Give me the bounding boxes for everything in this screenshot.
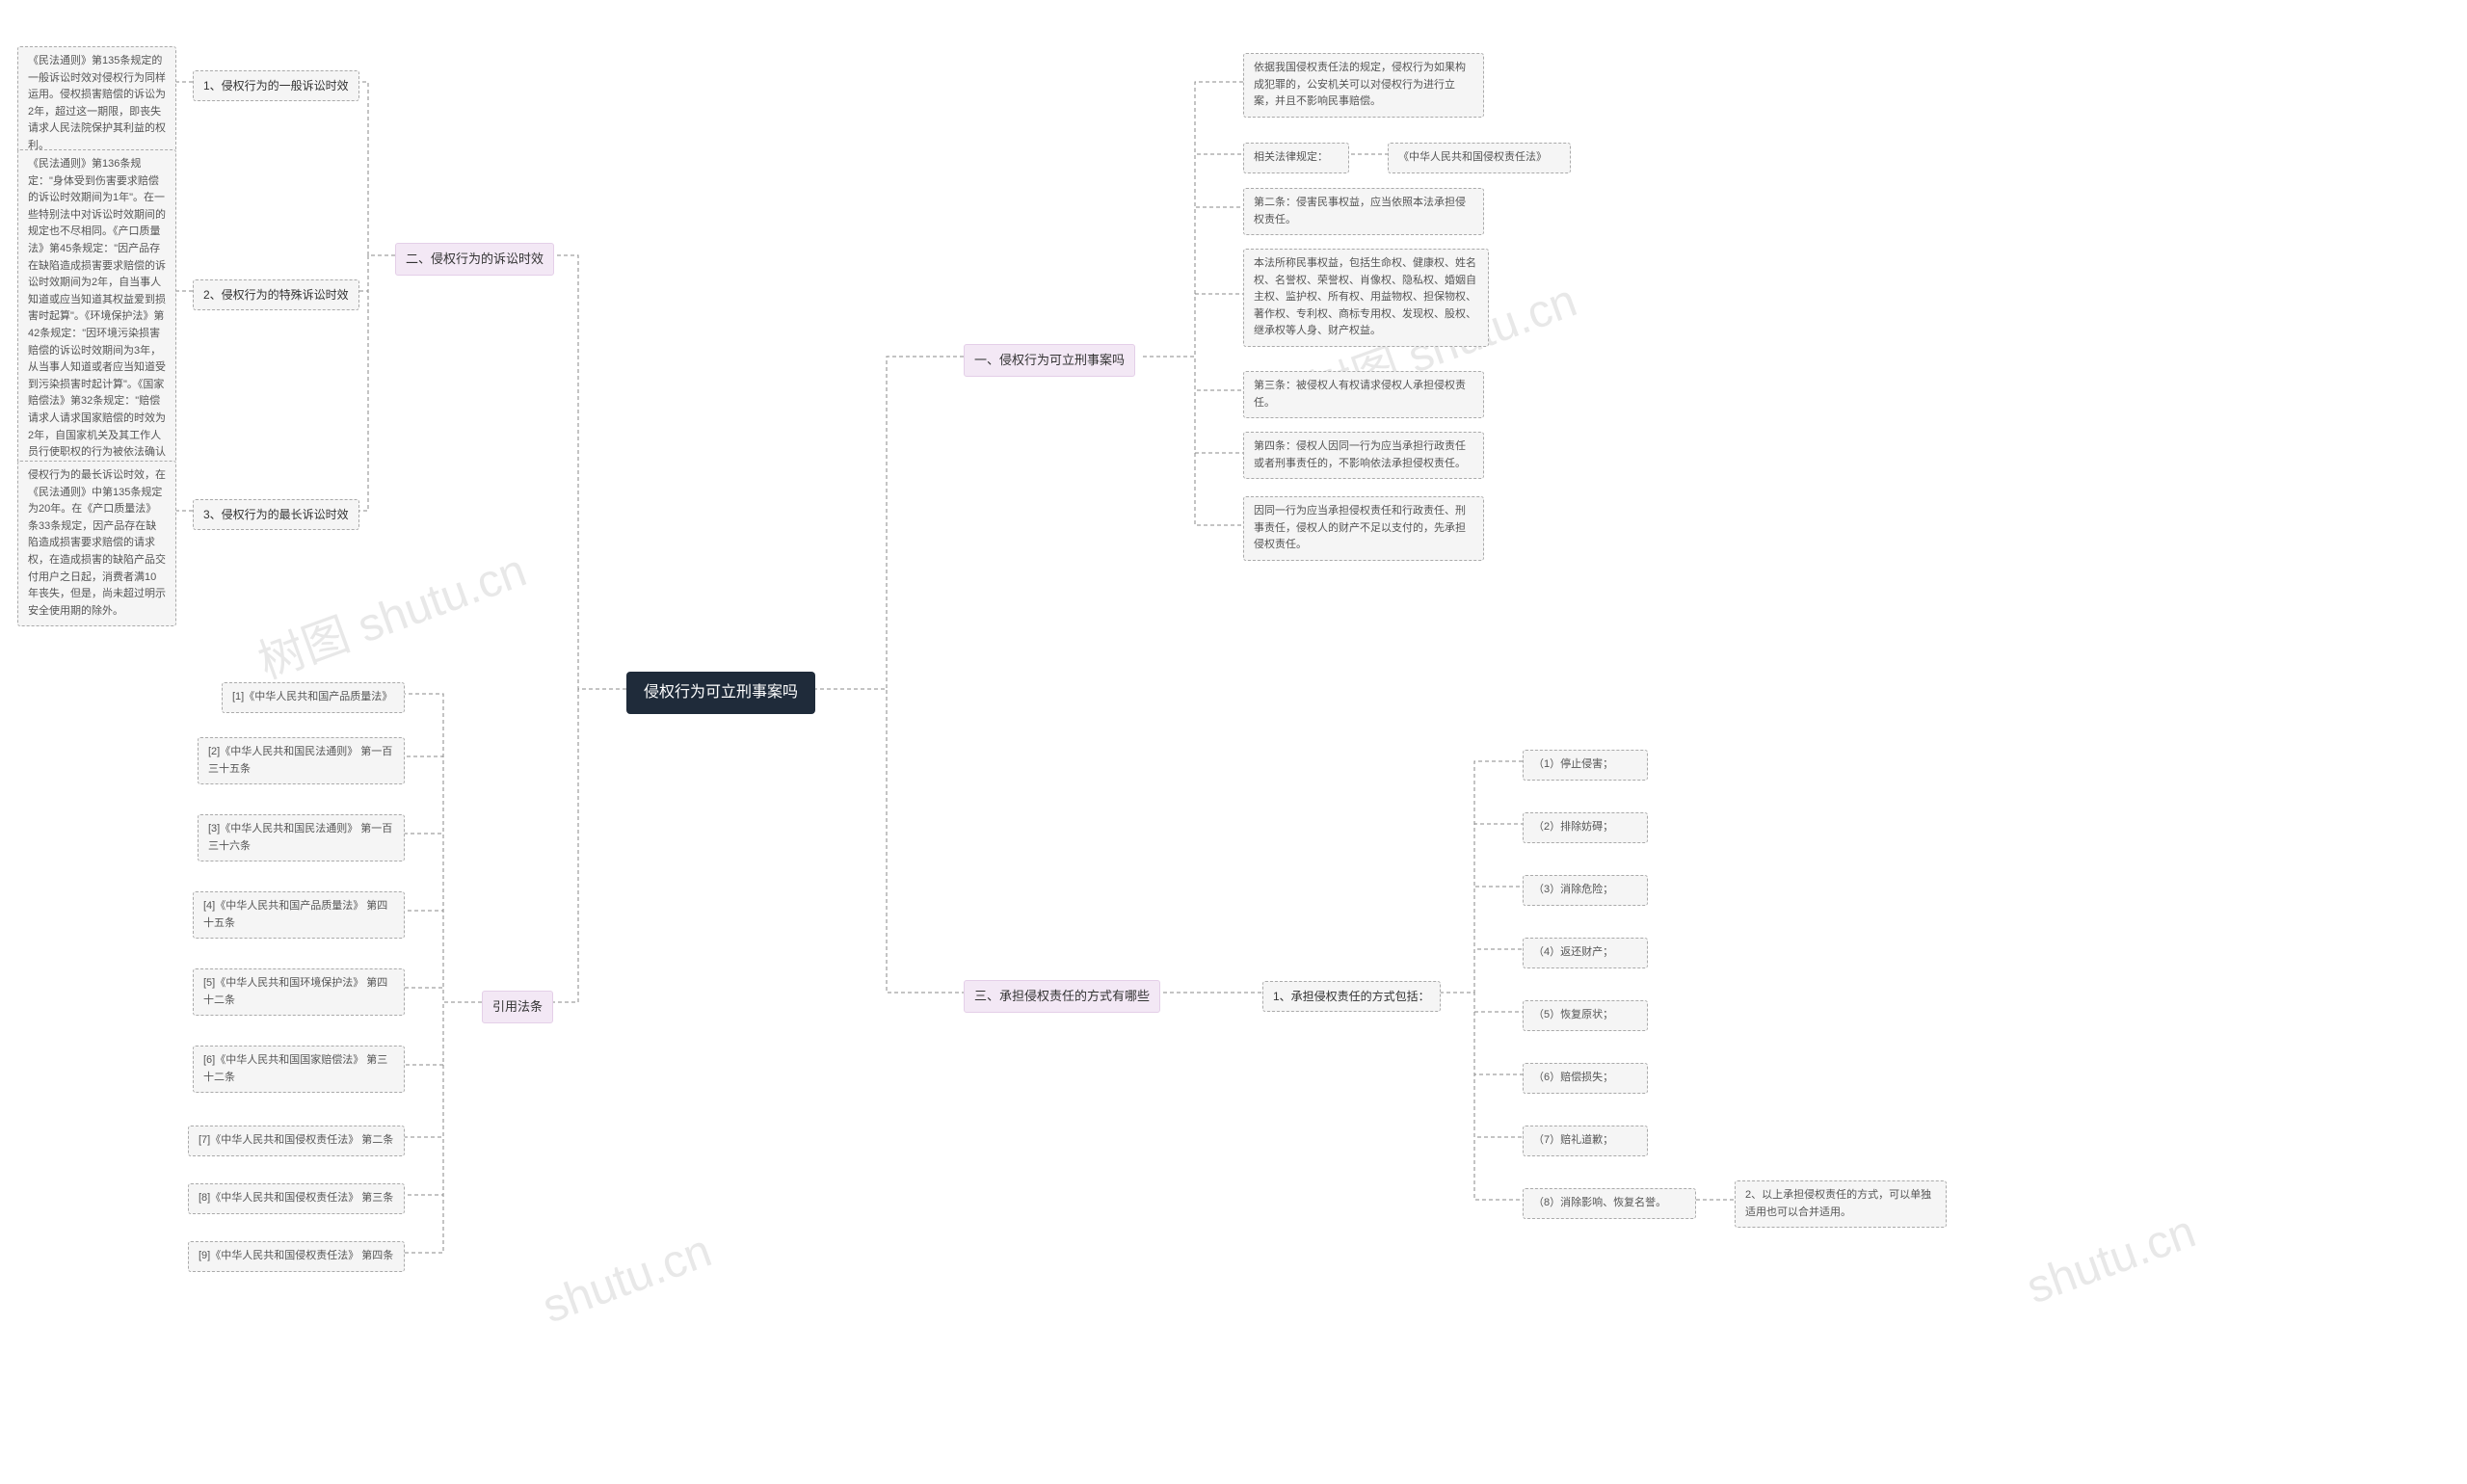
branch-1-item: 依据我国侵权责任法的规定，侵权行为如果构成犯罪的，公安机关可以对侵权行为进行立案… [1243, 53, 1484, 118]
branch-4-law: [4]《中华人民共和国产品质量法》 第四十五条 [193, 891, 405, 939]
root-node: 侵权行为可立刑事案吗 [626, 672, 815, 714]
branch-4-law: [9]《中华人民共和国侵权责任法》 第四条 [188, 1241, 405, 1272]
branch-1-item: 第四条：侵权人因同一行为应当承担行政责任或者刑事责任的，不影响依法承担侵权责任。 [1243, 432, 1484, 479]
branch-2-sub2: 2、侵权行为的特殊诉讼时效 [193, 279, 359, 310]
branch-3-method: （4）返还财产； [1523, 938, 1648, 968]
branch-1-item: 因同一行为应当承担侵权责任和行政责任、刑事责任，侵权人的财产不足以支付的，先承担… [1243, 496, 1484, 561]
branch-3-method: （8）消除影响、恢复名誉。 [1523, 1188, 1696, 1219]
branch-4-law: [1]《中华人民共和国产品质量法》 [222, 682, 405, 713]
watermark: 树图 shutu.cn [248, 532, 534, 691]
branch-1-item: 第三条：被侵权人有权请求侵权人承担侵权责任。 [1243, 371, 1484, 418]
branch-3-method: （5）恢复原状； [1523, 1000, 1648, 1031]
branch-3-note: 2、以上承担侵权责任的方式，可以单独适用也可以合并适用。 [1735, 1180, 1947, 1228]
branch-3-method: （6）赔偿损失； [1523, 1063, 1648, 1094]
branch-3: 三、承担侵权责任的方式有哪些 [964, 980, 1160, 1013]
branch-4-law: [2]《中华人民共和国民法通则》 第一百三十五条 [198, 737, 405, 784]
watermark: shutu.cn [536, 1225, 718, 1335]
watermark: shutu.cn [2020, 1206, 2202, 1315]
branch-1: 一、侵权行为可立刑事案吗 [964, 344, 1135, 377]
branch-3-method: （2）排除妨碍； [1523, 812, 1648, 843]
branch-1-item: 相关法律规定： [1243, 143, 1349, 173]
branch-1-item-sub: 《中华人民共和国侵权责任法》 [1388, 143, 1571, 173]
branch-3-method: （3）消除危险； [1523, 875, 1648, 906]
branch-4-law: [5]《中华人民共和国环境保护法》 第四十二条 [193, 968, 405, 1016]
branch-4-law: [6]《中华人民共和国国家赔偿法》 第三十二条 [193, 1046, 405, 1093]
branch-4-law: [3]《中华人民共和国民法通则》 第一百三十六条 [198, 814, 405, 861]
branch-2-sub3: 3、侵权行为的最长诉讼时效 [193, 499, 359, 530]
branch-3-sub1: 1、承担侵权责任的方式包括： [1262, 981, 1441, 1012]
branch-4-law: [7]《中华人民共和国侵权责任法》 第二条 [188, 1126, 405, 1156]
branch-1-item: 本法所称民事权益，包括生命权、健康权、姓名权、名誉权、荣誉权、肖像权、隐私权、婚… [1243, 249, 1489, 347]
branch-2-sub1-leaf: 《民法通则》第135条规定的一般诉讼时效对侵权行为同样运用。侵权损害赔偿的诉讼为… [17, 46, 176, 162]
branch-4-law: [8]《中华人民共和国侵权责任法》 第三条 [188, 1183, 405, 1214]
branch-3-method: （7）赔礼道歉； [1523, 1126, 1648, 1156]
branch-4: 引用法条 [482, 991, 553, 1023]
branch-2-sub3-leaf: 侵权行为的最长诉讼时效，在《民法通则》中第135条规定为20年。在《产口质量法》… [17, 461, 176, 626]
branch-2-sub1: 1、侵权行为的一般诉讼时效 [193, 70, 359, 101]
branch-1-item: 第二条：侵害民事权益，应当依照本法承担侵权责任。 [1243, 188, 1484, 235]
branch-3-method: （1）停止侵害； [1523, 750, 1648, 781]
branch-2: 二、侵权行为的诉讼时效 [395, 243, 554, 276]
